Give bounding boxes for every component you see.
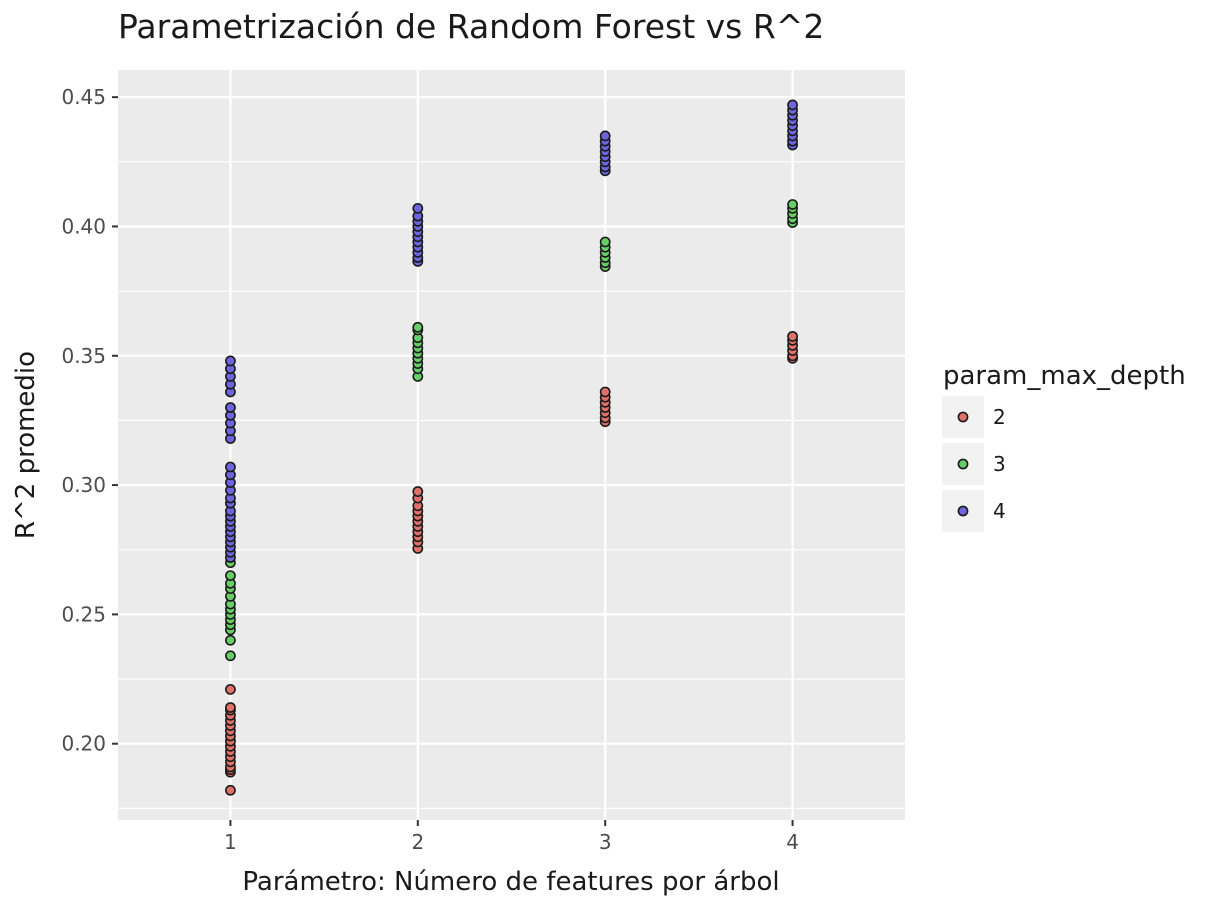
data-point-depth-3 [599,236,611,248]
legend-items: 2 3 4 [942,396,1006,532]
y-tick-label: 0.30 [61,473,106,497]
data-point-depth-3 [787,199,798,210]
y-tick-label: 0.25 [61,602,106,626]
grid-minor [118,161,905,809]
grid-major [118,70,905,820]
axis-ticks [112,96,794,826]
x-tick-labels: 1 2 3 4 [224,830,799,854]
legend-title: param_max_depth [943,361,1186,391]
y-tick-label: 0.40 [61,214,106,238]
chart-title: Parametrización de Random Forest vs R^2 [118,7,824,46]
x-tick-label: 1 [224,830,237,854]
data-point-depth-4 [787,99,798,111]
y-tick-labels: 0.20 0.25 0.30 0.35 0.40 0.45 [61,85,106,756]
legend-swatch-3 [957,458,969,470]
data-point-depth-4 [412,202,424,214]
legend-swatch-4 [957,505,969,517]
data-point-depth-3 [412,321,424,333]
legend-label-3: 3 [993,452,1006,476]
data-point-depth-4 [599,130,611,142]
data-point-depth-3 [225,570,236,582]
data-point-depth-3 [225,634,236,646]
data-point-depth-2 [599,386,611,398]
x-axis-title: Parámetro: Número de features por árbol [242,867,779,897]
data-point-depth-3 [225,650,236,662]
x-tick-label: 2 [411,830,424,854]
data-point-depth-2 [225,702,236,713]
y-tick-label: 0.35 [61,344,106,368]
data-point-depth-2 [225,784,236,796]
y-tick-label: 0.45 [61,85,106,109]
data-points [225,99,798,796]
legend-label-2: 2 [993,405,1006,429]
data-point-depth-2 [787,330,798,342]
legend-swatch-2 [957,411,969,423]
x-tick-label: 4 [786,830,799,854]
y-tick-label: 0.20 [61,732,106,756]
legend-label-4: 4 [993,499,1006,523]
x-tick-label: 3 [599,830,612,854]
data-point-depth-2 [412,486,424,497]
data-point-depth-4 [225,355,236,367]
data-point-depth-2 [225,683,236,695]
legend: param_max_depth 2 3 4 [942,361,1186,532]
plot-panel [118,70,905,820]
y-axis-title: R^2 promedio [11,351,41,539]
data-point-depth-4 [225,402,236,413]
data-point-depth-4 [225,461,236,473]
